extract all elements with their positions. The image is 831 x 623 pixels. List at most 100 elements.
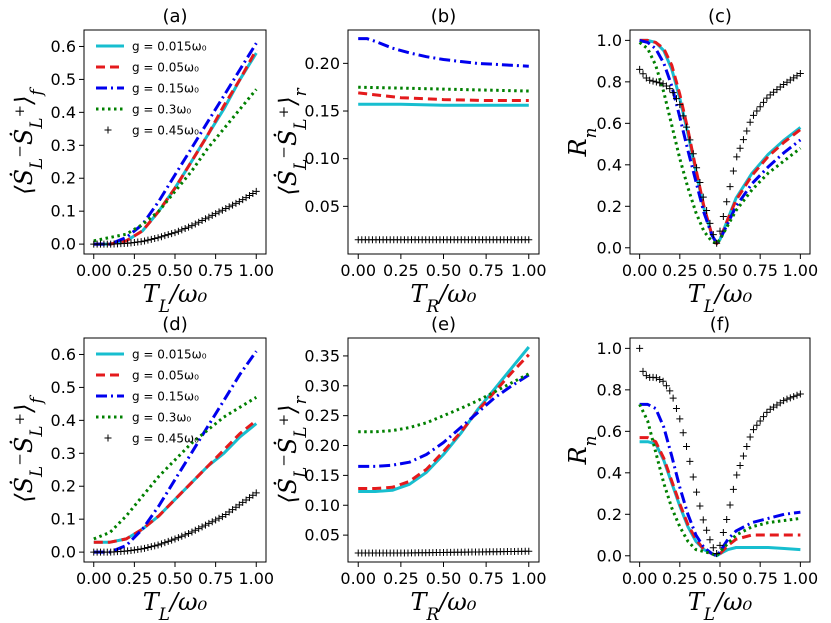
legend-marker <box>104 434 112 442</box>
plus-marker <box>763 94 771 102</box>
x-tick-label: 0.00 <box>76 261 112 280</box>
legend: g = 0.015ω₀ g = 0.05ω₀ g = 0.15ω₀ g = 0.3ω₀… <box>96 40 207 138</box>
plus-marker <box>662 382 670 390</box>
plus-marker <box>164 537 172 545</box>
panel-title: (c) <box>708 6 732 27</box>
legend-label: g = 0.3ω₀ <box>132 103 191 117</box>
plus-marker <box>141 544 149 552</box>
plus-marker <box>198 217 206 225</box>
plus-marker <box>706 536 714 544</box>
y-tick-label: 0.15 <box>304 466 340 485</box>
plus-marker <box>525 547 533 555</box>
x-tick-label: 0.50 <box>426 261 462 280</box>
plus-marker <box>696 178 704 186</box>
plus-marker <box>666 387 674 395</box>
plus-marker <box>699 193 707 201</box>
series-line-3 <box>638 403 801 558</box>
x-tick-label: 0.25 <box>117 569 153 588</box>
series-line-0 <box>639 38 802 246</box>
plus-marker <box>716 541 724 549</box>
x-tick-label: 0.25 <box>383 261 419 280</box>
panel-e: 0.00 0.25 0.50 0.75 1.00 0.05 0.10 0.15 0.20 0.25… <box>273 314 547 623</box>
plus-marker <box>709 544 717 552</box>
y-tick-label: 0.1 <box>51 510 76 529</box>
plus-marker <box>760 413 768 421</box>
plus-marker <box>746 118 754 126</box>
plus-marker <box>232 199 240 207</box>
plus-marker <box>780 397 788 405</box>
legend-label: g = 0.05ω₀ <box>132 369 199 383</box>
panel-title: (e) <box>431 314 456 335</box>
plus-marker <box>154 541 162 549</box>
series-line-2 <box>639 38 802 246</box>
y-tick-label: 0.3 <box>51 444 76 463</box>
y-axis-label: Rn <box>564 128 600 158</box>
y-tick-label: 0.8 <box>597 72 622 91</box>
plus-marker <box>679 429 687 437</box>
plus-marker <box>790 393 798 401</box>
plus-marker <box>252 187 260 195</box>
y-tick-label: 0.0 <box>597 238 622 257</box>
x-tick-label: 0.50 <box>157 569 193 588</box>
plus-marker <box>185 223 193 231</box>
y-axis-label: ⟨ṠL⁻ṠL⁺⟩f <box>9 394 46 502</box>
y-tick-label: 0.6 <box>597 114 622 133</box>
y-tick-label: 0.2 <box>51 477 76 496</box>
x-tick-label: 0.00 <box>340 569 376 588</box>
y-tick-label: 0.3 <box>51 136 76 155</box>
plus-marker <box>656 375 664 383</box>
y-axis-label: ⟨ṠL⁻ṠL⁺⟩r <box>273 87 310 195</box>
y-tick-label: 0.4 <box>597 463 622 482</box>
series-4-markers <box>354 236 533 244</box>
x-tick-label: 0.25 <box>662 569 698 588</box>
panel-c: 0.00 0.25 0.50 0.75 1.00 0.0 0.2 0.4 0.6 0.8 1.0 (c… <box>564 6 818 316</box>
plus-marker <box>222 205 230 212</box>
plus-marker <box>652 78 660 86</box>
x-axis-label: TR/ω₀ <box>411 588 477 623</box>
legend-label: g = 0.15ω₀ <box>132 82 199 96</box>
plus-marker <box>786 394 794 402</box>
panel-title: (d) <box>162 314 187 335</box>
plus-marker <box>703 526 711 534</box>
x-tick-label: 1.00 <box>783 569 819 588</box>
x-axis-label: TL/ω₀ <box>688 588 753 623</box>
plus-marker <box>205 213 213 221</box>
plus-marker <box>151 542 159 550</box>
plus-marker <box>693 488 701 496</box>
plus-marker <box>151 235 159 243</box>
x-tick-label: 0.25 <box>662 261 698 280</box>
plus-marker <box>669 89 677 97</box>
series-line-2 <box>358 373 530 468</box>
plus-marker <box>739 136 747 144</box>
legend-label: g = 0.45ω₀ <box>132 124 199 138</box>
series-line-1 <box>639 38 802 246</box>
plus-marker <box>174 534 182 542</box>
plus-marker <box>726 501 734 509</box>
legend-label: g = 0.3ω₀ <box>132 411 191 425</box>
y-tick-label: 0.0 <box>51 543 76 562</box>
plus-marker <box>168 536 176 544</box>
plus-marker <box>713 549 721 557</box>
x-axis-label: TR/ω₀ <box>411 280 477 316</box>
panel-b: 0.00 0.25 0.50 0.75 1.00 0.05 0.10 0.15 0.20 (b) T… <box>273 6 547 316</box>
plus-marker <box>157 233 165 241</box>
y-tick-label: 0.8 <box>597 380 622 399</box>
series-line-2 <box>93 350 258 554</box>
x-tick-label: 0.75 <box>198 569 234 588</box>
series-4-markers <box>636 65 804 247</box>
plus-marker <box>716 227 724 235</box>
y-tick-label: 0.6 <box>51 345 76 364</box>
plus-marker <box>679 112 687 120</box>
legend-label: g = 0.15ω₀ <box>132 390 199 404</box>
series-line-3 <box>358 372 530 434</box>
y-tick-label: 0.0 <box>597 546 622 565</box>
legend-marker <box>104 126 112 134</box>
plus-marker <box>733 471 741 479</box>
plus-marker <box>729 485 737 493</box>
series-4-markers <box>636 344 804 557</box>
series-line-1 <box>93 49 258 246</box>
plus-marker <box>195 218 203 226</box>
plus-marker <box>171 229 179 237</box>
plus-marker <box>696 502 704 510</box>
y-tick-label: 1.0 <box>597 31 622 50</box>
